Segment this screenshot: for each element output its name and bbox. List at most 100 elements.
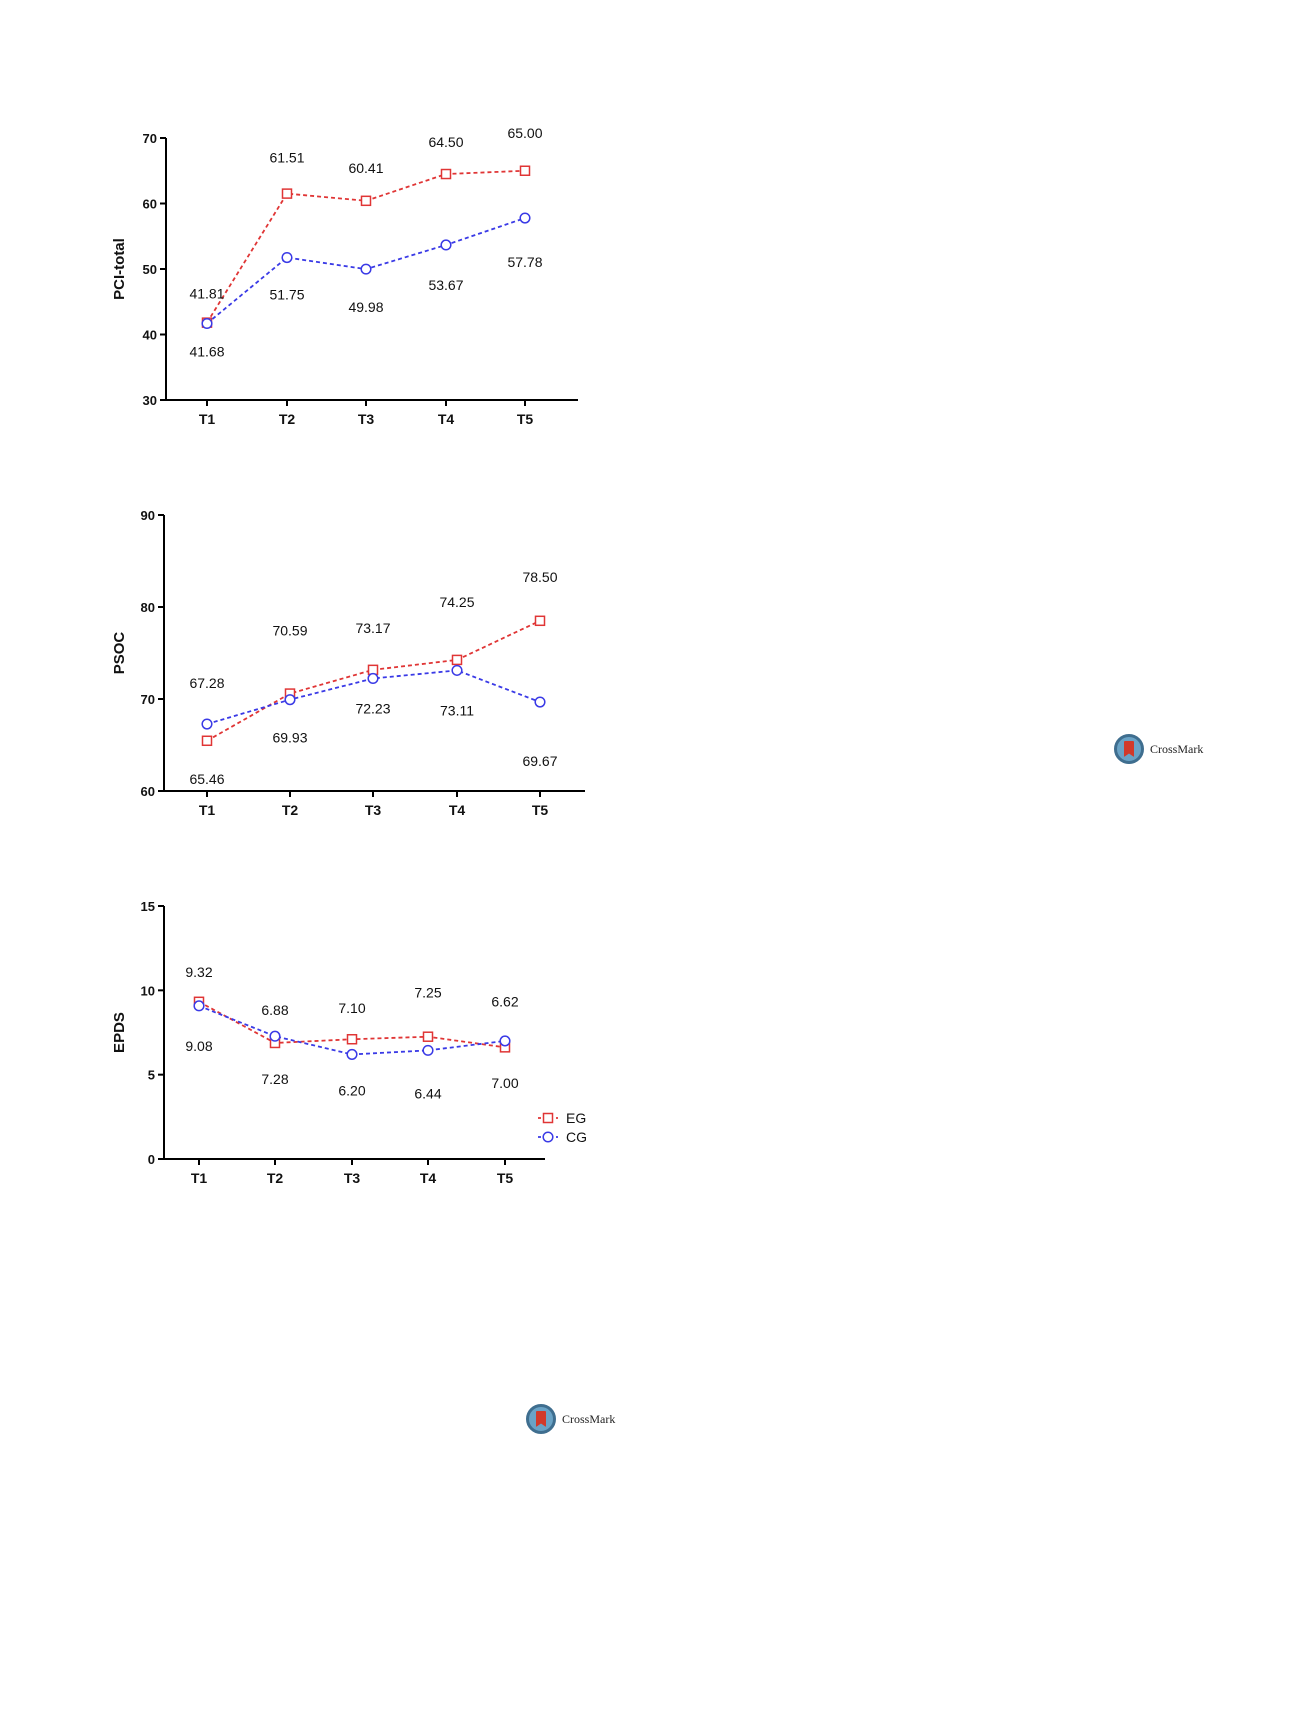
data-label-eg: 41.81 bbox=[189, 286, 224, 302]
data-label-cg: 41.68 bbox=[189, 343, 224, 359]
y-axis-label: EPDS bbox=[111, 1012, 128, 1053]
data-point-eg bbox=[440, 168, 452, 180]
y-axis-label: PSOC bbox=[111, 632, 128, 675]
data-point-eg bbox=[281, 188, 293, 199]
x-tick-label: T1 bbox=[191, 1170, 208, 1186]
data-label-eg: 78.50 bbox=[522, 569, 557, 585]
data-label-eg: 7.25 bbox=[414, 985, 441, 1001]
data-point-eg bbox=[519, 165, 531, 176]
chart-epds: 0 5 10 15 T1 T2 T3 T4 T5 EPDS 9.32 6.88 7.10 7.25 6.62… bbox=[111, 899, 587, 1186]
series-line-cg bbox=[198, 1005, 506, 1056]
data-label-eg: 6.88 bbox=[261, 1002, 288, 1018]
data-label-cg: 7.28 bbox=[261, 1071, 288, 1087]
y-tick-label: 90 bbox=[141, 508, 155, 523]
x-tick-label: T5 bbox=[517, 411, 534, 427]
data-label-eg: 70.59 bbox=[272, 623, 307, 639]
x-tick-label: T2 bbox=[282, 802, 299, 818]
data-point-eg bbox=[346, 1033, 358, 1045]
legend-marker-cg bbox=[542, 1131, 554, 1143]
data-label-eg: 60.41 bbox=[348, 160, 383, 176]
data-point-cg bbox=[360, 263, 372, 275]
data-label-cg: 9.08 bbox=[185, 1038, 212, 1054]
data-point-eg bbox=[534, 615, 546, 627]
crossmark-label: CrossMark bbox=[562, 1411, 616, 1426]
legend: EG CG bbox=[538, 1110, 587, 1145]
y-tick-label: 70 bbox=[141, 692, 155, 707]
x-tick-label: T3 bbox=[344, 1170, 361, 1186]
x-tick-label: T2 bbox=[279, 411, 296, 427]
data-point-cg bbox=[499, 1035, 511, 1047]
y-tick-label: 15 bbox=[141, 899, 155, 914]
data-point-cg bbox=[519, 212, 531, 224]
y-tick-label: 30 bbox=[143, 393, 157, 408]
data-point-cg bbox=[367, 672, 379, 685]
data-label-cg: 67.28 bbox=[189, 675, 224, 691]
data-label-cg: 6.20 bbox=[338, 1082, 365, 1098]
data-point-cg bbox=[281, 251, 293, 264]
series-line-eg bbox=[206, 619, 541, 742]
data-label-eg: 65.00 bbox=[507, 125, 542, 141]
data-label-cg: 72.23 bbox=[355, 700, 390, 716]
data-point-cg bbox=[534, 696, 546, 708]
chart-psoc: 60 70 80 90 T1 T2 T3 T4 T5 PSOC 65.46 70.59 73.17 74.… bbox=[111, 508, 585, 818]
x-tick-label: T4 bbox=[420, 1170, 437, 1186]
x-tick-label: T1 bbox=[199, 802, 216, 818]
crossmark-logo-right[interactable]: CrossMark bbox=[1114, 734, 1203, 764]
data-label-cg: 69.67 bbox=[522, 753, 557, 769]
data-label-cg: 51.75 bbox=[269, 287, 304, 303]
data-point-eg bbox=[422, 1031, 434, 1042]
y-tick-label: 70 bbox=[143, 131, 157, 146]
data-point-eg bbox=[360, 195, 372, 207]
legend-marker-eg bbox=[542, 1112, 554, 1124]
x-tick-label: T3 bbox=[365, 802, 382, 818]
x-tick-label: T1 bbox=[199, 411, 216, 427]
data-point-eg bbox=[451, 654, 463, 666]
data-point-cg bbox=[451, 664, 463, 676]
data-label-cg: 57.78 bbox=[507, 254, 542, 270]
chart-pci-total: 30 40 50 60 70 T1 T2 T3 T4 T5 PCI-total 41.81 61.51 6… bbox=[111, 125, 578, 427]
legend-label-cg: CG bbox=[566, 1129, 587, 1145]
crossmark-label: CrossMark bbox=[1150, 741, 1204, 756]
x-tick-label: T5 bbox=[497, 1170, 514, 1186]
y-tick-label: 5 bbox=[148, 1068, 155, 1083]
data-label-eg: 65.46 bbox=[189, 771, 224, 787]
y-tick-label: 0 bbox=[148, 1152, 155, 1167]
data-label-cg: 73.11 bbox=[440, 702, 474, 718]
data-label-eg: 9.32 bbox=[185, 964, 212, 980]
x-tick-label: T5 bbox=[532, 802, 549, 818]
data-label-cg: 49.98 bbox=[348, 299, 383, 315]
crossmark-logo-bottom[interactable]: CrossMark bbox=[526, 1404, 615, 1434]
crossmark-icon bbox=[1114, 734, 1144, 764]
data-label-cg: 7.00 bbox=[491, 1075, 518, 1091]
series-line-cg bbox=[206, 669, 541, 725]
y-tick-label: 10 bbox=[141, 983, 155, 998]
data-label-cg: 6.44 bbox=[414, 1085, 441, 1101]
data-label-cg: 53.67 bbox=[428, 277, 463, 293]
x-tick-label: T3 bbox=[358, 411, 375, 427]
data-point-cg bbox=[346, 1048, 358, 1060]
x-tick-label: T4 bbox=[449, 802, 466, 818]
data-point-cg bbox=[193, 1000, 205, 1012]
data-point-cg bbox=[422, 1044, 434, 1056]
data-point-cg bbox=[284, 694, 296, 706]
data-label-eg: 73.17 bbox=[355, 620, 390, 636]
data-label-eg: 61.51 bbox=[269, 150, 304, 166]
data-label-eg: 74.25 bbox=[439, 594, 474, 610]
data-point-cg bbox=[440, 239, 452, 251]
data-point-cg bbox=[201, 718, 213, 730]
data-label-eg: 7.10 bbox=[338, 1000, 365, 1016]
data-point-cg bbox=[269, 1030, 281, 1042]
y-tick-label: 80 bbox=[141, 600, 155, 615]
x-tick-label: T2 bbox=[267, 1170, 284, 1186]
y-tick-label: 40 bbox=[143, 328, 157, 343]
y-tick-label: 60 bbox=[143, 197, 157, 212]
y-axis-label: PCI-total bbox=[111, 238, 128, 300]
data-point-cg bbox=[201, 317, 213, 330]
x-tick-label: T4 bbox=[438, 411, 455, 427]
data-label-cg: 69.93 bbox=[272, 730, 307, 746]
y-tick-label: 60 bbox=[141, 784, 155, 799]
legend-label-eg: EG bbox=[566, 1110, 586, 1126]
data-label-eg: 6.62 bbox=[491, 993, 518, 1009]
data-point-eg bbox=[201, 735, 213, 747]
